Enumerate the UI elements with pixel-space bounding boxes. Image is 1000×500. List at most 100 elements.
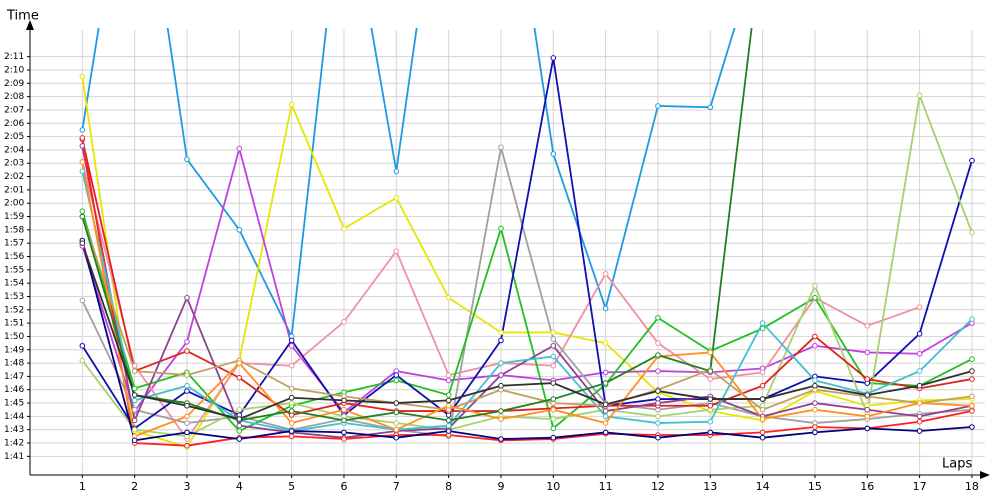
data-point: [131, 362, 138, 369]
series-line: [81, 145, 973, 414]
x-tick-label: 5: [288, 480, 295, 493]
data-point: [864, 349, 871, 356]
data-point: [184, 156, 190, 163]
data-point: [236, 416, 243, 422]
data-point: [288, 408, 295, 414]
data-point: [288, 342, 295, 349]
data-point: [445, 397, 452, 404]
data-point: [602, 305, 609, 312]
data-point: [236, 360, 243, 366]
data-point: [288, 428, 295, 434]
data-point: [288, 385, 295, 392]
data-point: [393, 409, 400, 416]
data-point: [393, 195, 400, 201]
data-point: [341, 417, 347, 424]
data-point: [550, 336, 557, 342]
data-point: [550, 353, 557, 360]
data-point: [498, 372, 504, 378]
y-tick-label: 2:05: [4, 132, 24, 142]
data-point: [393, 420, 400, 426]
data-point: [969, 408, 975, 414]
y-tick-label: 1:51: [4, 319, 24, 329]
data-point: [707, 429, 714, 436]
data-point: [812, 429, 818, 436]
data-point: [916, 350, 923, 357]
data-point: [916, 92, 923, 99]
series-line: [81, 161, 972, 438]
data-point: [288, 420, 295, 426]
data-point: [602, 429, 609, 436]
x-axis-arrow: [980, 471, 990, 479]
data-point: [916, 418, 923, 425]
series-line: [81, 171, 973, 432]
data-point: [759, 382, 766, 389]
y-tick-label: 1:46: [4, 385, 24, 395]
data-point: [916, 304, 923, 310]
x-tick-label: 8: [445, 480, 452, 493]
data-point: [812, 377, 818, 384]
series-line: [81, 28, 753, 422]
data-point: [498, 416, 504, 422]
data-point: [236, 374, 243, 381]
data-point: [184, 442, 190, 449]
x-tick-label: 6: [340, 480, 347, 493]
data-point: [445, 402, 452, 409]
data-point: [655, 314, 661, 321]
x-tick-label: 15: [808, 480, 822, 493]
x-tick-label: 3: [183, 480, 190, 493]
data-point: [550, 416, 557, 422]
x-tick-label: 17: [913, 480, 927, 493]
data-point: [550, 55, 557, 61]
data-point: [498, 337, 504, 344]
data-point: [498, 408, 504, 414]
data-point: [79, 208, 86, 214]
data-point: [288, 433, 295, 440]
series-line: [81, 28, 736, 340]
y-tick-label: 1:59: [4, 212, 24, 222]
data-point: [445, 417, 452, 424]
data-point: [288, 101, 295, 108]
data-point: [184, 382, 190, 389]
y-axis-arrow: [26, 20, 34, 30]
y-tick-label: 1:48: [4, 359, 24, 369]
series-line: [81, 139, 973, 417]
data-point: [969, 393, 975, 400]
data-point: [864, 425, 871, 432]
data-point: [759, 396, 766, 402]
x-tick-label: 13: [703, 480, 717, 493]
data-point: [236, 422, 243, 429]
data-point: [79, 297, 86, 304]
data-point: [655, 368, 661, 374]
data-point: [916, 400, 923, 406]
y-tick-label: 1:53: [4, 292, 24, 302]
data-point: [288, 400, 295, 406]
x-tick-label: 7: [393, 480, 400, 493]
x-tick-label: 10: [546, 480, 560, 493]
data-point: [184, 413, 190, 420]
data-point: [759, 320, 766, 326]
data-point: [131, 392, 138, 398]
x-tick-label: 4: [236, 480, 243, 493]
x-tick-label: 18: [965, 480, 979, 493]
data-point: [341, 225, 347, 232]
data-point: [969, 316, 975, 322]
data-point: [79, 73, 86, 80]
data-point: [131, 397, 138, 404]
series-line: [81, 57, 973, 430]
data-point: [655, 420, 661, 426]
data-point: [707, 368, 714, 374]
y-tick-label: 1:50: [4, 332, 24, 342]
data-point: [812, 400, 818, 406]
data-point: [79, 127, 86, 133]
data-point: [864, 322, 871, 329]
data-point: [655, 434, 661, 441]
tick-labels: 1:41 1:42 1:43 1:44 1:45 1:46 1:47 1:48 1:49 1:50…: [4, 52, 979, 493]
x-axis-label: Laps: [942, 457, 972, 472]
data-point: [655, 340, 661, 346]
y-tick-label: 1:56: [4, 252, 24, 262]
x-tick-label: 16: [860, 480, 874, 493]
data-point: [812, 382, 818, 389]
data-point: [969, 368, 975, 374]
x-tick-label: 14: [756, 480, 770, 493]
